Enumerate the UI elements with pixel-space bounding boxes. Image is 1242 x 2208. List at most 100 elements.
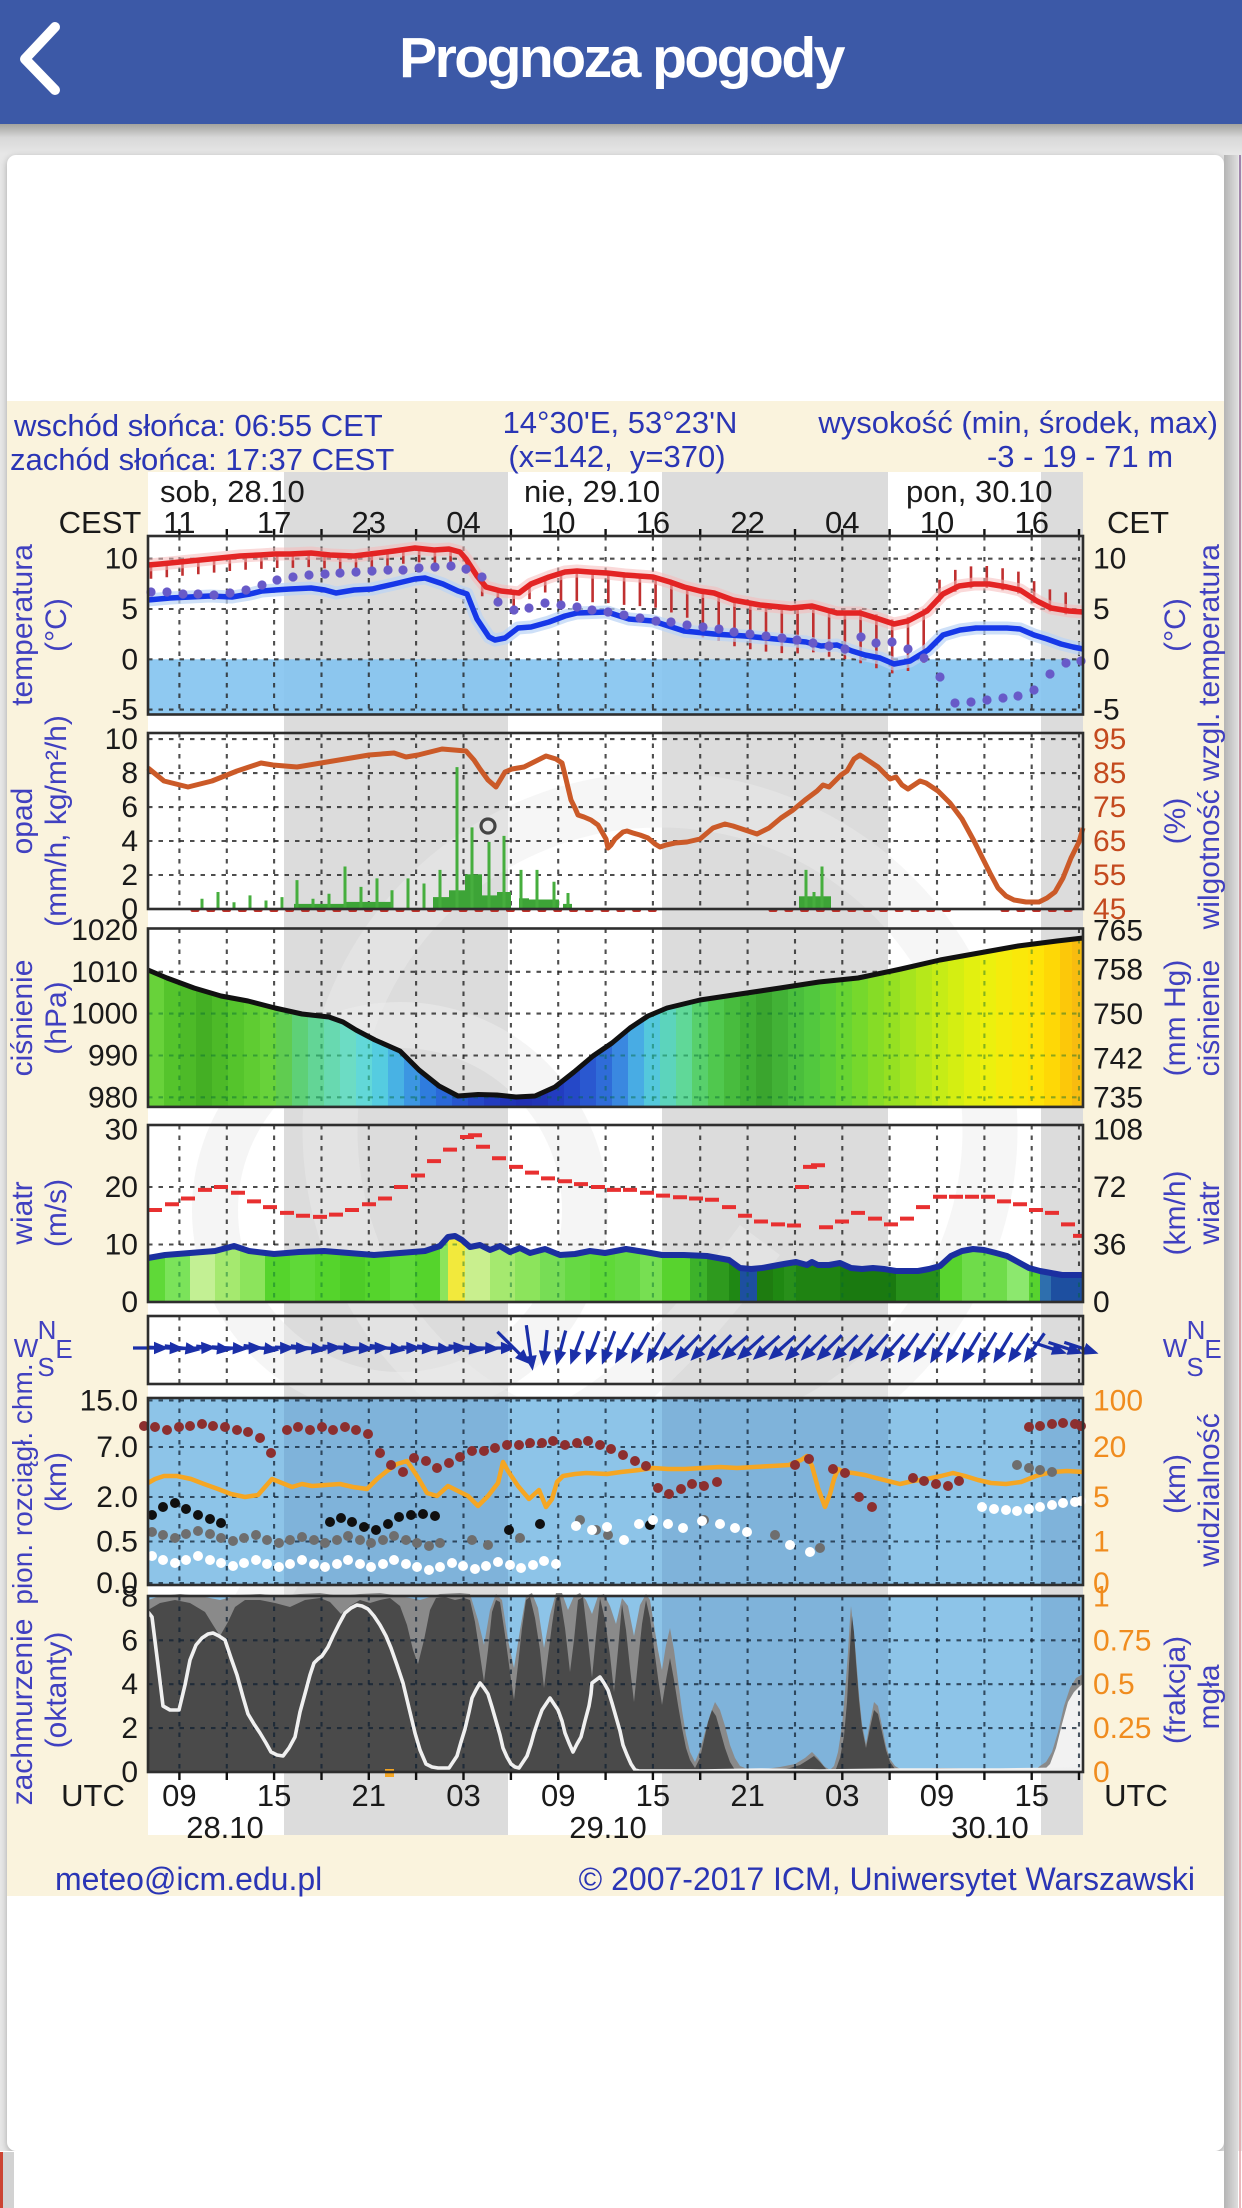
svg-text:sob, 28.10: sob, 28.10 — [160, 474, 305, 509]
svg-text:20: 20 — [1093, 1431, 1126, 1464]
svg-text:ciśnienie: ciśnienie — [1193, 960, 1226, 1077]
svg-text:09: 09 — [162, 1778, 196, 1813]
svg-text:wiatr: wiatr — [1193, 1181, 1226, 1245]
svg-text:zachmurzenie: zachmurzenie — [6, 1619, 39, 1806]
svg-text:765: 765 — [1093, 914, 1143, 947]
svg-text:CET: CET — [1107, 505, 1169, 540]
svg-text:8: 8 — [121, 1580, 138, 1613]
svg-text:pon, 30.10: pon, 30.10 — [906, 474, 1053, 509]
svg-text:(frakcja): (frakcja) — [1159, 1636, 1192, 1744]
svg-text:2: 2 — [121, 1712, 138, 1745]
svg-text:10: 10 — [105, 723, 138, 756]
svg-text:wilgotność wzgl.: wilgotność wzgl. — [1193, 713, 1226, 931]
svg-text:15.0: 15.0 — [80, 1385, 138, 1418]
svg-text:-5: -5 — [111, 694, 138, 727]
svg-text:742: 742 — [1093, 1043, 1143, 1076]
svg-text:(km): (km) — [40, 1452, 73, 1512]
svg-text:(°C): (°C) — [40, 598, 73, 652]
svg-text:1: 1 — [1093, 1580, 1110, 1613]
svg-text:pion. rozciągł. chm.: pion. rozciągł. chm. — [7, 1363, 38, 1604]
svg-text:temperatura: temperatura — [1193, 544, 1226, 706]
svg-text:temperatura: temperatura — [6, 544, 39, 706]
svg-text:N: N — [38, 1315, 57, 1345]
svg-text:990: 990 — [88, 1040, 138, 1073]
svg-text:14°30'E, 53°23'N: 14°30'E, 53°23'N — [503, 405, 738, 440]
svg-text:21: 21 — [352, 1778, 386, 1813]
svg-text:© 2007-2017 ICM, Uniwersytet W: © 2007-2017 ICM, Uniwersytet Warszawski — [579, 1861, 1195, 1897]
svg-text:72: 72 — [1093, 1171, 1126, 1204]
svg-text:E: E — [1204, 1334, 1221, 1364]
svg-text:(mm/h, kg/m²/h): (mm/h, kg/m²/h) — [40, 715, 73, 927]
svg-text:7.0: 7.0 — [96, 1431, 138, 1464]
svg-text:75: 75 — [1093, 791, 1126, 824]
svg-text:0: 0 — [1093, 643, 1110, 676]
svg-text:0.25: 0.25 — [1093, 1712, 1151, 1745]
svg-text:(°C): (°C) — [1159, 598, 1192, 652]
svg-text:10: 10 — [1093, 543, 1126, 576]
svg-text:0: 0 — [121, 1756, 138, 1789]
svg-text:5: 5 — [1093, 1481, 1110, 1514]
svg-text:1: 1 — [1093, 1526, 1110, 1559]
svg-text:(mm Hg): (mm Hg) — [1159, 960, 1192, 1077]
svg-text:-3 - 19 - 71 m: -3 - 19 - 71 m — [987, 439, 1173, 474]
svg-text:(x=142, y=370): (x=142, y=370) — [508, 439, 725, 474]
svg-text:nie, 29.10: nie, 29.10 — [524, 474, 660, 509]
svg-text:E: E — [55, 1334, 72, 1364]
svg-text:1010: 1010 — [71, 956, 138, 989]
svg-text:6: 6 — [121, 791, 138, 824]
svg-text:8: 8 — [121, 757, 138, 790]
svg-text:(%): (%) — [1159, 798, 1192, 845]
svg-text:85: 85 — [1093, 757, 1126, 790]
svg-text:30.10: 30.10 — [951, 1810, 1029, 1845]
svg-text:758: 758 — [1093, 953, 1143, 986]
svg-text:0: 0 — [121, 893, 138, 926]
svg-text:(oktanty): (oktanty) — [40, 1632, 73, 1749]
svg-text:09: 09 — [920, 1778, 954, 1813]
svg-text:4: 4 — [121, 1668, 138, 1701]
svg-text:CEST: CEST — [59, 505, 142, 540]
svg-text:wiatr: wiatr — [6, 1181, 39, 1245]
svg-text:735: 735 — [1093, 1082, 1143, 1115]
svg-text:36: 36 — [1093, 1229, 1126, 1262]
svg-text:0.5: 0.5 — [96, 1526, 138, 1559]
svg-text:N: N — [1187, 1315, 1206, 1345]
svg-text:20: 20 — [105, 1171, 138, 1204]
svg-text:10: 10 — [105, 1229, 138, 1262]
svg-text:0.0: 0.0 — [96, 1567, 138, 1600]
svg-text:108: 108 — [1093, 1114, 1143, 1147]
svg-text:0: 0 — [1093, 1286, 1110, 1319]
svg-text:5: 5 — [121, 593, 138, 626]
svg-text:0: 0 — [1093, 1756, 1110, 1789]
svg-text:wysokość (min, środek, max): wysokość (min, środek, max) — [817, 405, 1218, 440]
svg-text:55: 55 — [1093, 859, 1126, 892]
svg-text:15: 15 — [1014, 1778, 1048, 1813]
svg-text:30: 30 — [105, 1114, 138, 1147]
svg-text:15: 15 — [636, 1778, 670, 1813]
svg-text:(km): (km) — [1159, 1454, 1192, 1514]
svg-text:0: 0 — [121, 1286, 138, 1319]
svg-text:6: 6 — [121, 1624, 138, 1657]
svg-text:(km/h): (km/h) — [1159, 1171, 1192, 1256]
svg-text:0.75: 0.75 — [1093, 1624, 1151, 1657]
svg-text:ciśnienie: ciśnienie — [6, 960, 39, 1077]
svg-text:(m/s): (m/s) — [40, 1179, 73, 1247]
svg-text:100: 100 — [1093, 1385, 1143, 1418]
svg-text:65: 65 — [1093, 825, 1126, 858]
svg-text:W: W — [1163, 1333, 1188, 1363]
svg-text:UTC: UTC — [61, 1778, 125, 1813]
svg-text:W: W — [14, 1333, 39, 1363]
svg-text:wschód słońca: 06:55 CET: wschód słońca: 06:55 CET — [13, 408, 383, 443]
svg-text:opad: opad — [6, 788, 39, 855]
svg-text:zachód słońca: 17:37 CEST: zachód słońca: 17:37 CEST — [10, 442, 394, 477]
svg-text:S: S — [1186, 1352, 1203, 1382]
svg-text:29.10: 29.10 — [569, 1810, 647, 1845]
svg-text:45: 45 — [1093, 893, 1126, 926]
svg-text:95: 95 — [1093, 723, 1126, 756]
svg-text:2: 2 — [121, 859, 138, 892]
svg-text:S: S — [37, 1352, 54, 1382]
svg-text:mgła: mgła — [1193, 1664, 1226, 1729]
svg-text:03: 03 — [825, 1778, 859, 1813]
svg-text:750: 750 — [1093, 998, 1143, 1031]
svg-text:980: 980 — [88, 1081, 138, 1114]
svg-text:1020: 1020 — [71, 914, 138, 947]
